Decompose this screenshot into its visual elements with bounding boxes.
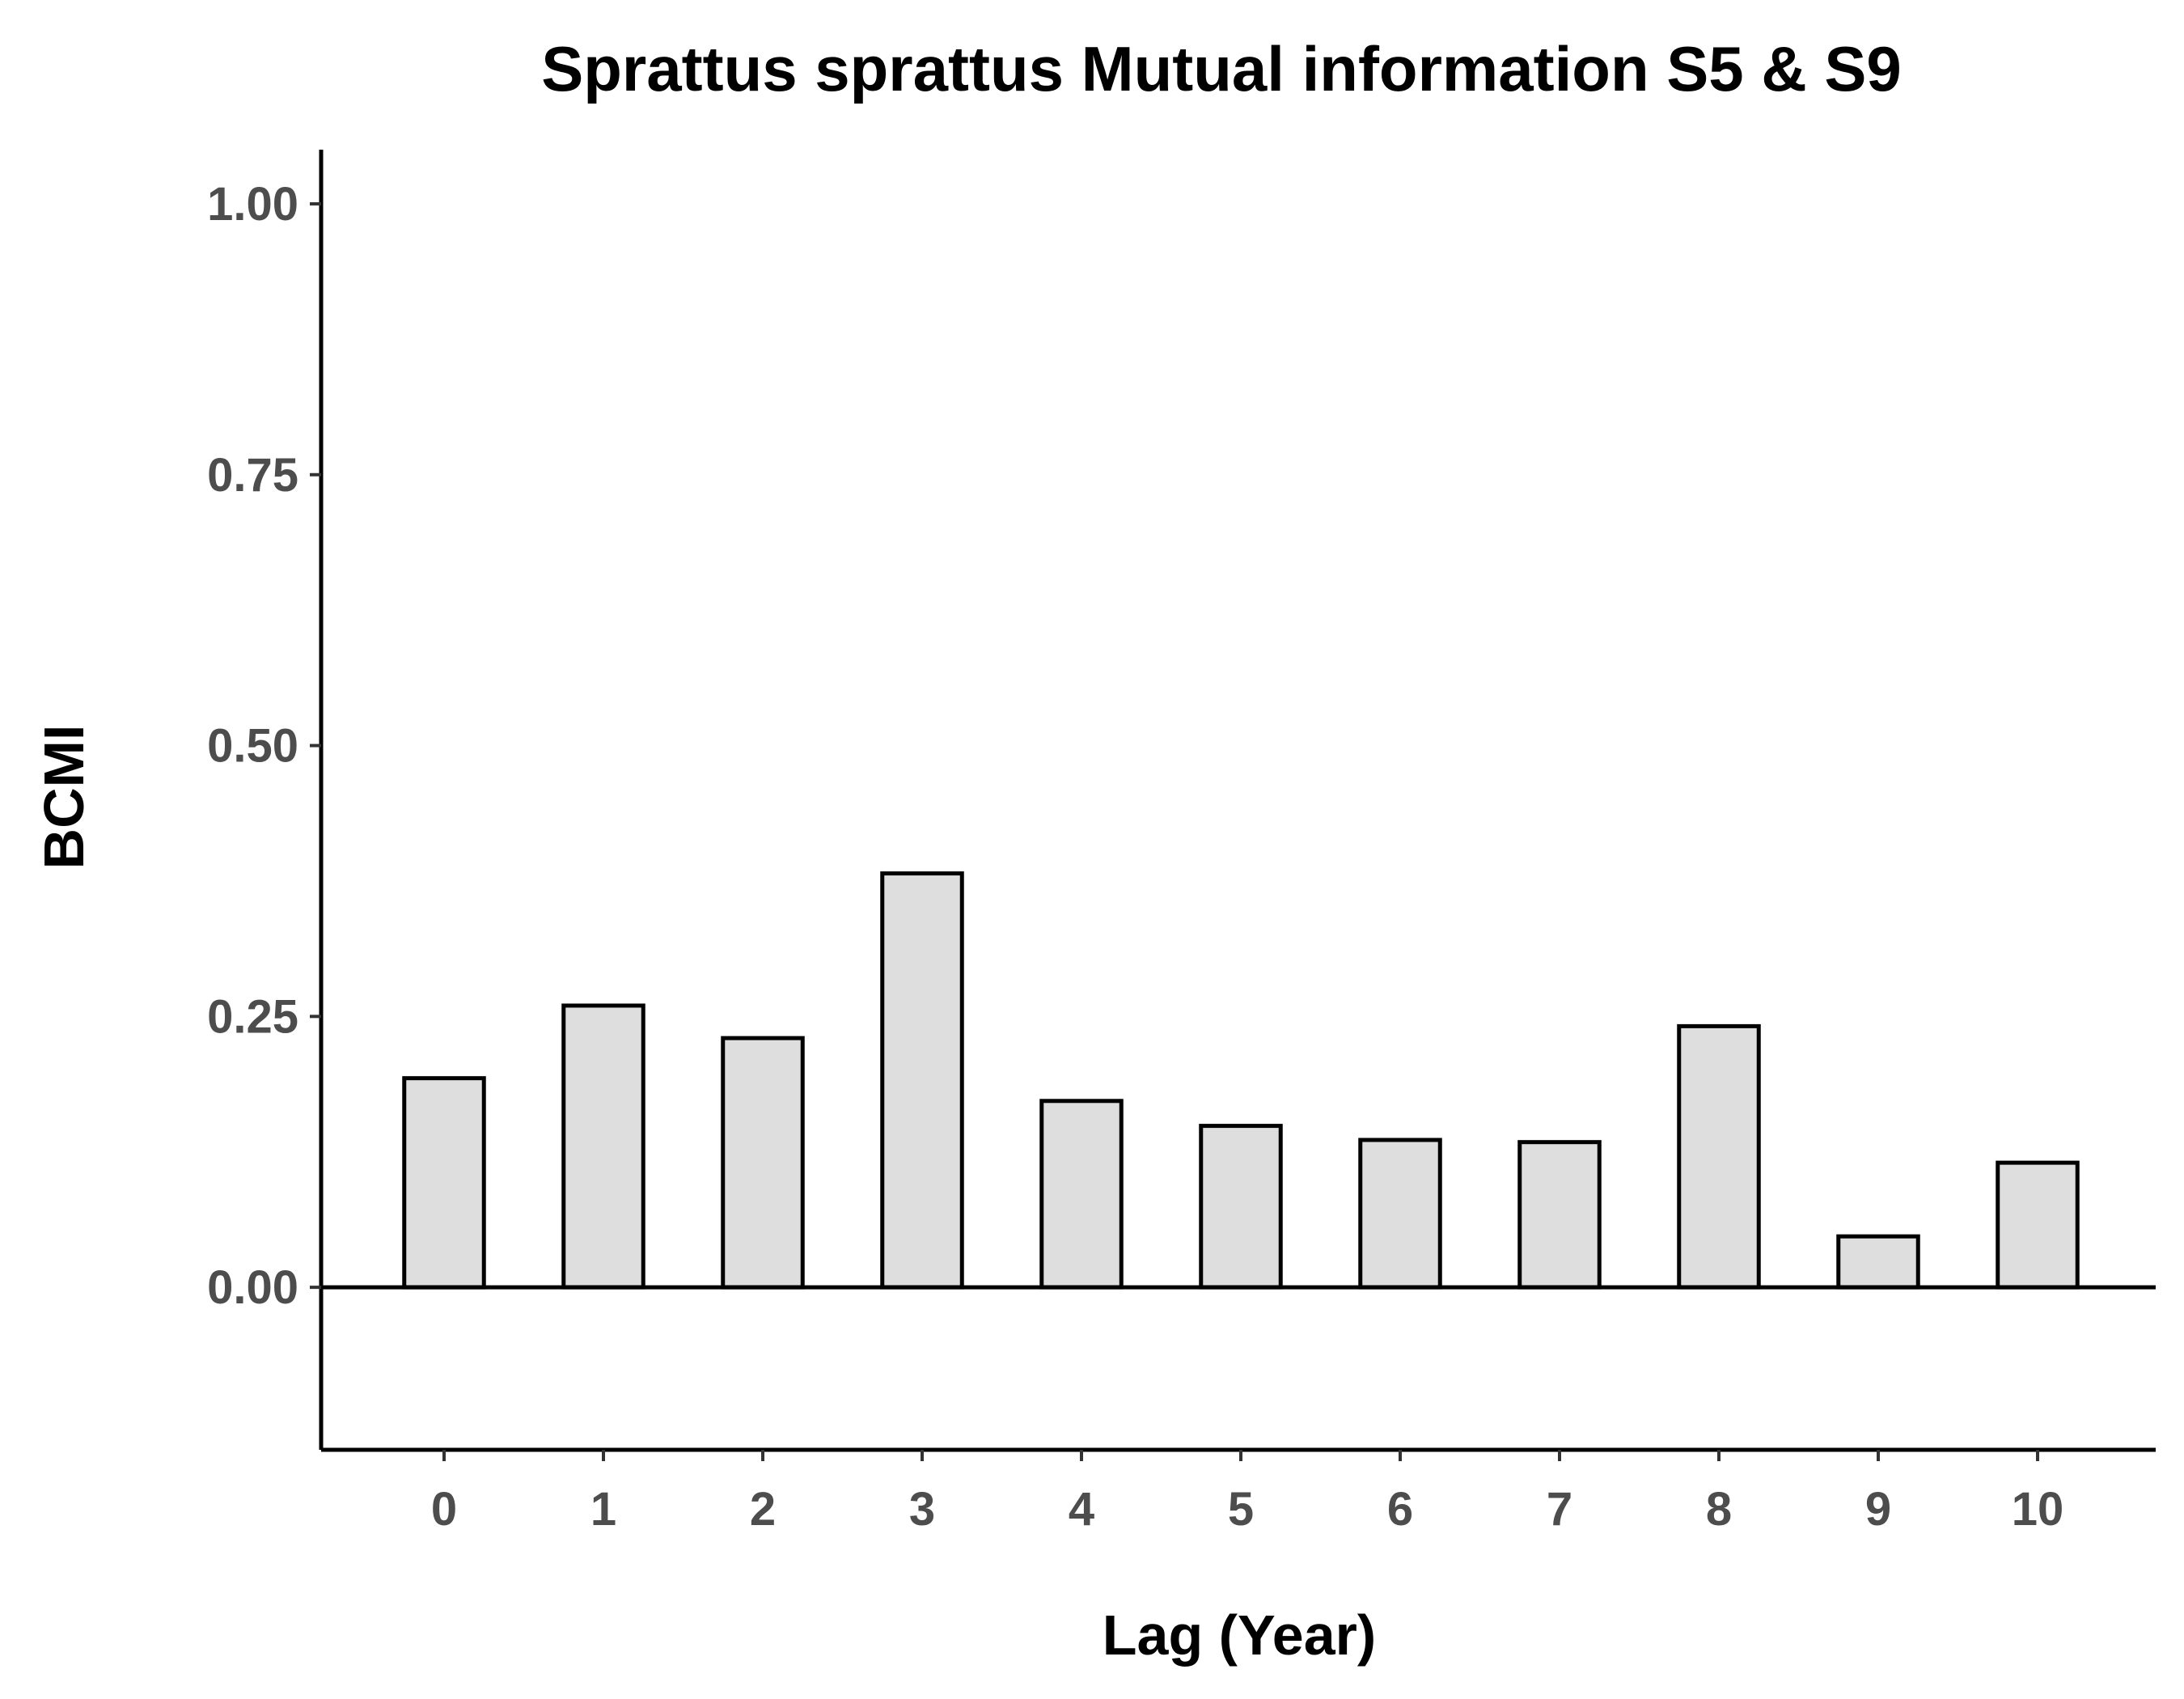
bar-lag-4 xyxy=(1039,1099,1124,1290)
y-axis-label: BCMI xyxy=(32,725,95,870)
bar-lag-1 xyxy=(561,1003,645,1290)
y-tick-label: 1.00 xyxy=(207,178,298,231)
x-tick-label: 4 xyxy=(1069,1483,1094,1536)
bar-lag-6 xyxy=(1358,1138,1442,1290)
y-tick-label: 0.50 xyxy=(207,720,298,773)
x-tick-label: 1 xyxy=(590,1483,616,1536)
x-tick-label: 8 xyxy=(1706,1483,1732,1536)
x-tick-label: 9 xyxy=(1865,1483,1891,1536)
bar-lag-8 xyxy=(1677,1023,1761,1290)
x-axis-ticks: 0 1 2 3 4 5 6 7 8 9 10 xyxy=(431,1450,2063,1536)
bar-lag-7 xyxy=(1517,1140,1602,1290)
bar-lag-5 xyxy=(1199,1124,1283,1290)
x-tick-label: 3 xyxy=(909,1483,935,1536)
y-tick-label: 0.25 xyxy=(207,990,298,1043)
bar-lag-9 xyxy=(1836,1234,1920,1290)
x-tick-label: 5 xyxy=(1228,1483,1254,1536)
bar-lag-3 xyxy=(880,871,964,1290)
x-tick-label: 2 xyxy=(750,1483,776,1536)
y-tick-label: 0.00 xyxy=(207,1261,298,1314)
y-axis-ticks: 0.00 0.25 0.50 0.75 1.00 xyxy=(207,178,321,1314)
chart-title: Sprattus sprattus Mutual information S5 … xyxy=(541,33,1902,104)
bar-lag-10 xyxy=(1996,1160,2080,1290)
x-axis-label: Lag (Year) xyxy=(1103,1604,1376,1667)
x-tick-label: 10 xyxy=(2012,1483,2064,1536)
bars xyxy=(402,871,2080,1290)
x-tick-label: 0 xyxy=(431,1483,457,1536)
bar-lag-2 xyxy=(721,1036,805,1290)
x-tick-label: 7 xyxy=(1547,1483,1572,1536)
x-tick-label: 6 xyxy=(1387,1483,1413,1536)
bar-lag-0 xyxy=(402,1076,486,1290)
y-tick-label: 0.75 xyxy=(207,449,298,502)
